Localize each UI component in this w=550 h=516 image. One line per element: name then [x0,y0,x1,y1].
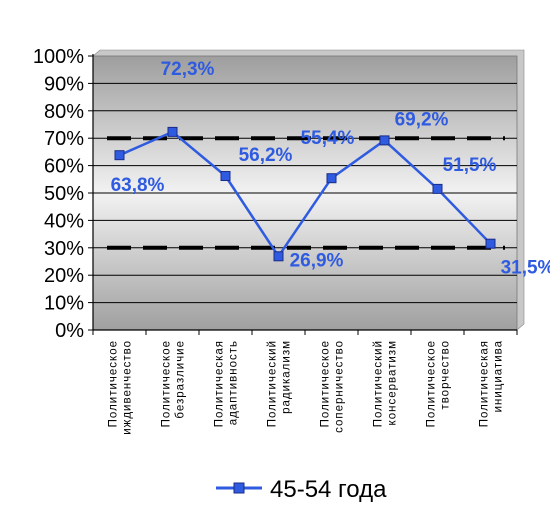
data-label: 31,5% [501,258,550,279]
x-tick-label-line: Политическое [161,340,173,427]
x-tick-label: Политическое безразличие [161,340,187,427]
legend-label: 45-54 года [270,476,387,503]
x-tick-label: Политическое соперничество [320,340,346,433]
y-tick-label: 20% [44,265,84,287]
data-point [326,173,337,184]
x-tick-label-line: Политическое [426,340,438,427]
x-tick-label-line: консерватизм [387,340,399,425]
x-tick-label: Политическое иждивенчество [108,340,134,435]
x-tick-label-line: Политическое [320,340,332,427]
x-tick-label: Политический консерватизм [373,340,399,427]
y-tick-label: 50% [44,183,84,205]
y-tick-label: 10% [44,293,84,315]
x-tick-label-line: инициатива [493,340,505,412]
y-tick-label: 70% [44,128,84,150]
x-tick-label: Политический радикализм [267,340,293,427]
y-tick-label: 80% [44,101,84,123]
x-tick-label-line: иждивенчество [122,340,134,435]
data-point [485,238,496,249]
x-tick-label-line: Политическая [214,340,226,427]
data-point [273,251,284,262]
x-tick-label-line: творчество [440,340,452,410]
series-line [118,130,492,259]
x-tick-label-line: Политический [373,340,385,427]
data-point [432,183,443,194]
data-point [379,135,390,146]
data-label: 63,8% [111,175,165,196]
y-tick-label: 60% [44,156,84,178]
y-tick-label: 40% [44,210,84,232]
data-label: 69,2% [395,109,449,130]
x-tick-label-line: соперничество [334,340,346,433]
x-tick-label-line: адаптивность [228,340,240,425]
x-tick-label-line: радикализм [281,340,293,414]
x-tick-label: Политическая инициатива [479,340,505,427]
x-tick-label-line: Политическое [108,340,120,427]
data-label: 26,9% [290,250,344,271]
legend-marker [233,482,245,494]
x-tick-label: Политическое творчество [426,340,452,427]
data-point [220,171,231,182]
y-tick-label: 100% [33,46,84,68]
data-label: 55,4% [301,128,355,149]
data-label: 51,5% [443,155,497,176]
y-tick-label: 90% [44,73,84,95]
data-point [114,150,125,161]
x-tick-label: Политическая адаптивность [214,340,240,427]
x-tick-label-line: Политическая [479,340,491,427]
y-tick-label: 30% [44,238,84,260]
data-label: 72,3% [161,59,215,80]
data-point [167,126,178,137]
x-tick-label-line: Политический [267,340,279,427]
data-label: 56,2% [239,145,293,166]
x-tick-label-line: безразличие [175,340,187,419]
y-tick-label: 0% [55,320,84,342]
